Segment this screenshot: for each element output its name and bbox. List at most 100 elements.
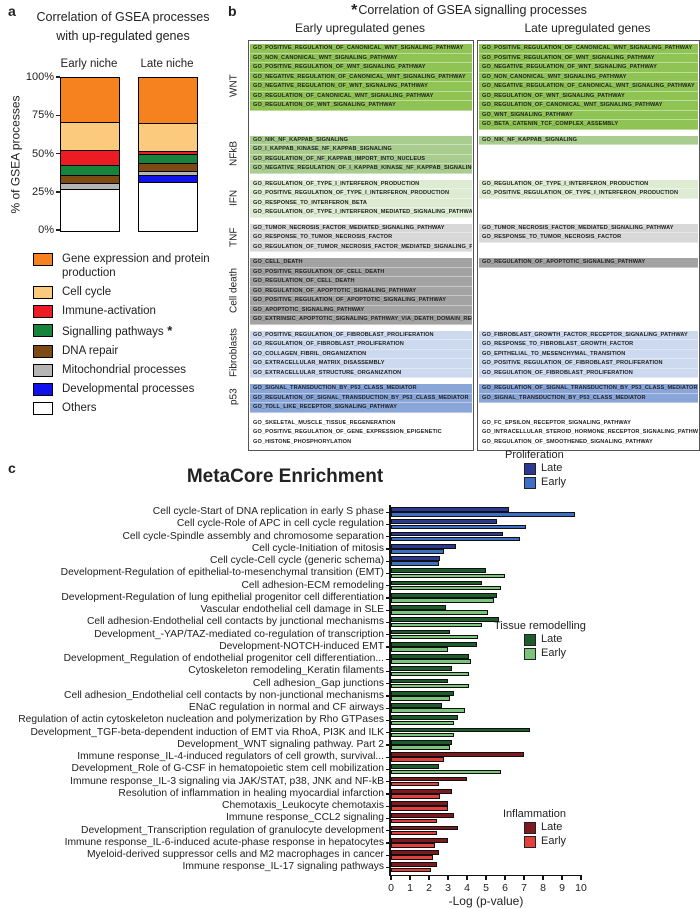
go-term-row: GO_APOPTOTIC_SIGNALING_PATHWAY bbox=[250, 305, 472, 315]
early-bar bbox=[391, 818, 437, 824]
go-term-row: GO_RESPONSE_TO_FIBROBLAST_GROWTH_FACTOR bbox=[479, 340, 698, 350]
early-bar bbox=[391, 536, 521, 542]
y-tick-mark bbox=[385, 658, 391, 660]
x-tick-label: 3 bbox=[445, 881, 451, 894]
x-tick-label: 0 bbox=[388, 881, 394, 894]
go-term-section: GO_SKELETAL_MUSCLE_TISSUE_REGENERATION GO… bbox=[250, 418, 472, 447]
legend-entry-early: Early bbox=[524, 835, 566, 848]
y-tick-mark bbox=[385, 842, 391, 844]
late-bar bbox=[391, 776, 467, 782]
legend-label: Cell cycle bbox=[62, 286, 112, 299]
legend-label: DNA repair bbox=[62, 344, 119, 357]
legend-label: Early bbox=[541, 647, 567, 659]
bar-column-header: Early niche bbox=[60, 58, 118, 70]
stacked-bar bbox=[138, 77, 198, 232]
early-bar bbox=[391, 585, 502, 591]
go-term-row: GO_FIBROBLAST_GROWTH_FACTOR_RECEPTOR_SIG… bbox=[479, 330, 698, 340]
late-bar bbox=[391, 752, 524, 757]
late-bar bbox=[391, 837, 448, 843]
early-bar bbox=[391, 622, 483, 628]
x-tick-label: 8 bbox=[540, 881, 546, 894]
bar-row-label: Cell cycle-Cell cycle (generic schema) bbox=[210, 555, 384, 566]
bar-segment bbox=[61, 78, 119, 124]
legend-swatch bbox=[33, 324, 53, 337]
y-tick-mark bbox=[56, 114, 60, 116]
panel-b-title-text: Correlation of GSEA signalling processes bbox=[358, 3, 587, 17]
bar-row-label: Development_Transcription regulation of … bbox=[81, 824, 384, 836]
go-term-row: GO_FC_EPSILON_RECEPTOR_SIGNALING_PATHWAY bbox=[479, 418, 698, 428]
go-term-row: GO_POSITIVE_REGULATION_OF_CANONICAL_WNT_… bbox=[250, 44, 472, 54]
y-tick-label: 100% bbox=[25, 71, 54, 83]
panel-a-title: Correlation of GSEA processes with up-re… bbox=[28, 8, 218, 46]
late-bar bbox=[391, 617, 500, 623]
x-tick-mark bbox=[580, 876, 582, 881]
early-bar bbox=[391, 634, 479, 640]
go-term-row: GO_POSITIVE_REGULATION_OF_APOPTOTIC_SIGN… bbox=[250, 296, 472, 306]
early-bar bbox=[391, 524, 526, 530]
go-term-row: GO_REGULATION_OF_APOPTOTIC_SIGNALING_PAT… bbox=[250, 286, 472, 296]
y-tick-mark bbox=[385, 830, 391, 832]
late-bar bbox=[391, 580, 483, 586]
x-tick-label: 1 bbox=[407, 881, 413, 894]
legend-entry: Mitochondrial processes bbox=[33, 363, 233, 377]
bar-row-label: Cell adhesion-ECM remodeling bbox=[241, 579, 384, 591]
early-bar bbox=[391, 659, 471, 664]
early-bar bbox=[391, 549, 445, 554]
legend-label: Mitochondrial processes bbox=[62, 363, 187, 376]
go-term-row: GO_RESPONSE_TO_TUMOR_NECROSIS_FACTOR bbox=[250, 233, 472, 243]
x-tick-label: 10 bbox=[575, 881, 587, 894]
asterisk-marker: * bbox=[163, 323, 173, 338]
legend-entry: Gene expression and protein production bbox=[33, 252, 233, 281]
bar-row-label: Immune response_IL-6-induced acute-phase… bbox=[64, 836, 384, 848]
early-bar bbox=[391, 647, 448, 652]
bar-row-label: Cytoskeleton remodeling_Keratin filament… bbox=[188, 665, 384, 677]
x-tick-mark bbox=[561, 876, 563, 881]
y-tick-mark bbox=[385, 536, 391, 538]
bar-row-label: Development_-YAP/TAZ-mediated co-regulat… bbox=[94, 628, 384, 640]
late-bar bbox=[391, 727, 530, 733]
section-label: p53 bbox=[228, 388, 240, 406]
bar-row-label: Immune response_IL-3 signaling via JAK/S… bbox=[70, 775, 384, 787]
bar-row-label: Chemotaxis_Leukocyte chemotaxis bbox=[222, 800, 384, 811]
panel-b-early-genes-table: GO_POSITIVE_REGULATION_OF_CANONICAL_WNT_… bbox=[248, 40, 474, 451]
early-bar bbox=[391, 598, 494, 603]
bar-row-label: Development_Regulation of endothelial pr… bbox=[63, 653, 384, 664]
y-tick-mark bbox=[385, 634, 391, 636]
bar-row-label: Development_TGF-beta-dependent induction… bbox=[30, 726, 384, 738]
early-bar bbox=[391, 830, 437, 836]
go-term-section: GO_CELL_DEATH GO_POSITIVE_REGULATION_OF_C… bbox=[250, 258, 472, 325]
go-term-row: GO_CELL_DEATH bbox=[250, 258, 472, 268]
go-term-row: GO_REGULATION_OF_SIGNAL_TRANSDUCTION_BY_… bbox=[250, 393, 472, 403]
early-bar bbox=[391, 561, 439, 566]
y-tick-mark bbox=[385, 695, 391, 697]
bar-row-label: ENaC regulation in normal and CF airways bbox=[188, 702, 384, 713]
x-tick-label: 4 bbox=[464, 881, 470, 894]
bar-row-label: Regulation of actin cytoskeleton nucleat… bbox=[18, 714, 384, 726]
go-term-section: GO_REGULATION_OF_TYPE_I_INTERFERON_PRODU… bbox=[250, 179, 472, 218]
early-bar bbox=[391, 720, 454, 726]
panel-a-legend: Gene expression and protein production Ce… bbox=[33, 252, 233, 419]
late-bar bbox=[391, 678, 448, 684]
panel-a-letter: a bbox=[8, 3, 16, 19]
legend-swatch bbox=[524, 476, 536, 489]
legend-entry-late: Late bbox=[524, 462, 562, 475]
y-tick-label: 50% bbox=[31, 147, 54, 160]
early-bar bbox=[391, 867, 431, 873]
early-bar bbox=[391, 806, 448, 811]
y-axis-line bbox=[389, 505, 391, 876]
legend-entry: Cell cycle bbox=[33, 285, 233, 300]
panel-c-title: MetaCore Enrichment bbox=[186, 466, 384, 487]
go-term-section: GO_SIGNAL_TRANSDUCTION_BY_P53_CLASS_MEDI… bbox=[250, 384, 472, 413]
late-bar bbox=[391, 654, 469, 659]
bar-row-label: Cell cycle-Spindle assembly and chromoso… bbox=[122, 530, 384, 542]
late-bar bbox=[391, 825, 458, 831]
legend-entry-late: Late bbox=[524, 633, 562, 646]
panel-b-early-column-header: Early upregulated genes bbox=[294, 21, 426, 35]
bar-row-label: Development-NOTCH-induced EMT bbox=[219, 640, 384, 652]
go-term-row: GO_EXTRACELLULAR_STRUCTURE_ORGANIZATION bbox=[250, 368, 472, 378]
late-bar bbox=[391, 764, 439, 770]
go-term-row: GO_RESPONSE_TO_INTERFERON_BETA bbox=[250, 198, 472, 208]
go-term-row: GO_INTRACELLULAR_STEROID_HORMONE_RECEPTO… bbox=[479, 428, 698, 438]
go-term-row: GO_REGULATION_OF_WNT_SIGNALING_PATHWAY bbox=[479, 91, 698, 101]
